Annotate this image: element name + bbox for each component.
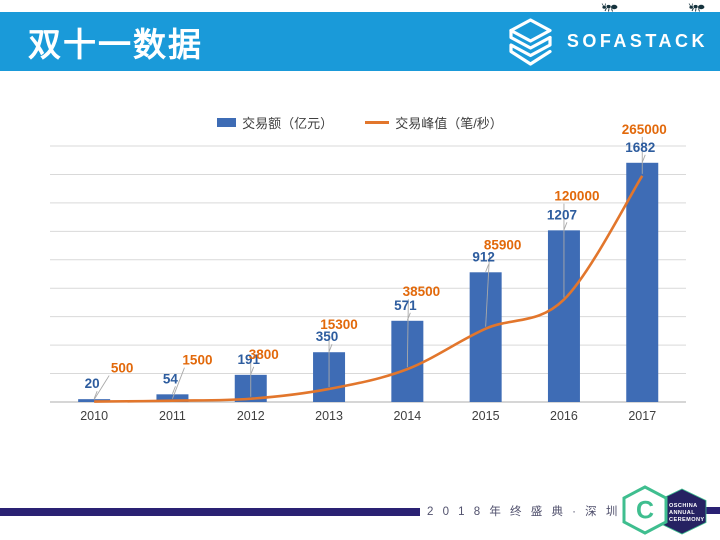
line-label-2011: 1500 bbox=[182, 353, 212, 368]
x-axis-label-2014: 2014 bbox=[393, 409, 421, 423]
badge-line-3: CEREMONY bbox=[669, 517, 705, 523]
footer-bar-left bbox=[0, 508, 420, 516]
line-label-2016: 120000 bbox=[554, 189, 599, 204]
line-label-2017: 265000 bbox=[622, 122, 667, 137]
leader-line bbox=[250, 366, 255, 375]
line-series-path bbox=[94, 175, 644, 403]
bar-label-2013: 350 bbox=[316, 329, 339, 344]
brand-logo: SOFASTACK bbox=[507, 17, 708, 67]
bar-label-2012: 191 bbox=[237, 352, 260, 367]
x-axis-label-2015: 2015 bbox=[472, 409, 500, 423]
leader-line bbox=[328, 344, 333, 352]
x-axis-label-2017: 2017 bbox=[628, 409, 656, 423]
leader-line bbox=[93, 375, 110, 400]
x-axis-label-2013: 2013 bbox=[315, 409, 343, 423]
leader-line bbox=[563, 222, 568, 231]
line-label-2013: 15300 bbox=[320, 317, 358, 332]
bar-label-2015: 912 bbox=[472, 249, 495, 264]
leader-line bbox=[93, 390, 98, 399]
badge-line-2: ANNUAL bbox=[669, 510, 695, 516]
oschina-c-letter: C bbox=[636, 497, 654, 525]
bar-series-label: 交易额（亿元） bbox=[242, 115, 334, 131]
leader-line bbox=[172, 367, 185, 399]
bar-label-2017: 1682 bbox=[625, 140, 655, 155]
line-series-label: 交易峰值（笔/秒） bbox=[395, 115, 503, 131]
footer-bar-right bbox=[704, 507, 720, 514]
brand-name: SOFASTACK bbox=[566, 31, 708, 51]
bar-2015 bbox=[469, 272, 502, 402]
ant-icon bbox=[601, 3, 618, 12]
bar-label-2010: 20 bbox=[85, 376, 100, 391]
legend-item-line: 交易峰值（笔/秒） bbox=[365, 113, 503, 132]
ant-icon bbox=[688, 3, 705, 12]
leader-line bbox=[641, 154, 646, 163]
leader-line bbox=[485, 252, 491, 327]
line-label-2012: 3800 bbox=[249, 347, 279, 362]
x-axis-label-2012: 2012 bbox=[237, 409, 265, 423]
header-banner: 双十一数据 SOFASTACK bbox=[0, 12, 720, 71]
bar-series-swatch bbox=[217, 117, 237, 127]
line-label-2010: 500 bbox=[111, 361, 134, 376]
line-series-swatch-icon bbox=[365, 120, 390, 124]
x-axis-label-2016: 2016 bbox=[550, 409, 578, 423]
line-label-2014: 38500 bbox=[403, 284, 441, 299]
line-label-2015: 85900 bbox=[484, 238, 522, 253]
legend-item-bar: 交易额（亿元） bbox=[217, 113, 333, 132]
oschina-c-logo: C bbox=[622, 485, 668, 535]
page-title: 双十一数据 bbox=[28, 25, 203, 63]
footer-event-text: 2 0 1 8 年 终 盛 典 · 深 圳 bbox=[427, 506, 621, 518]
bar-label-2011: 54 bbox=[163, 371, 179, 386]
leader-line bbox=[406, 299, 409, 368]
leader-line bbox=[406, 312, 411, 321]
bar-label-2016: 1207 bbox=[547, 207, 577, 222]
chart-legend: 交易额（亿元） 交易峰值（笔/秒） bbox=[0, 113, 720, 131]
bar-label-2014: 571 bbox=[394, 298, 417, 313]
leader-line bbox=[485, 264, 490, 272]
bar-2017 bbox=[626, 162, 659, 402]
x-axis-label-2011: 2011 bbox=[159, 409, 186, 423]
leader-line bbox=[172, 386, 176, 394]
x-axis-label-2010: 2010 bbox=[80, 409, 108, 423]
badge-line-1: OSCHINA bbox=[669, 503, 698, 509]
sofastack-stack-icon bbox=[509, 17, 552, 66]
